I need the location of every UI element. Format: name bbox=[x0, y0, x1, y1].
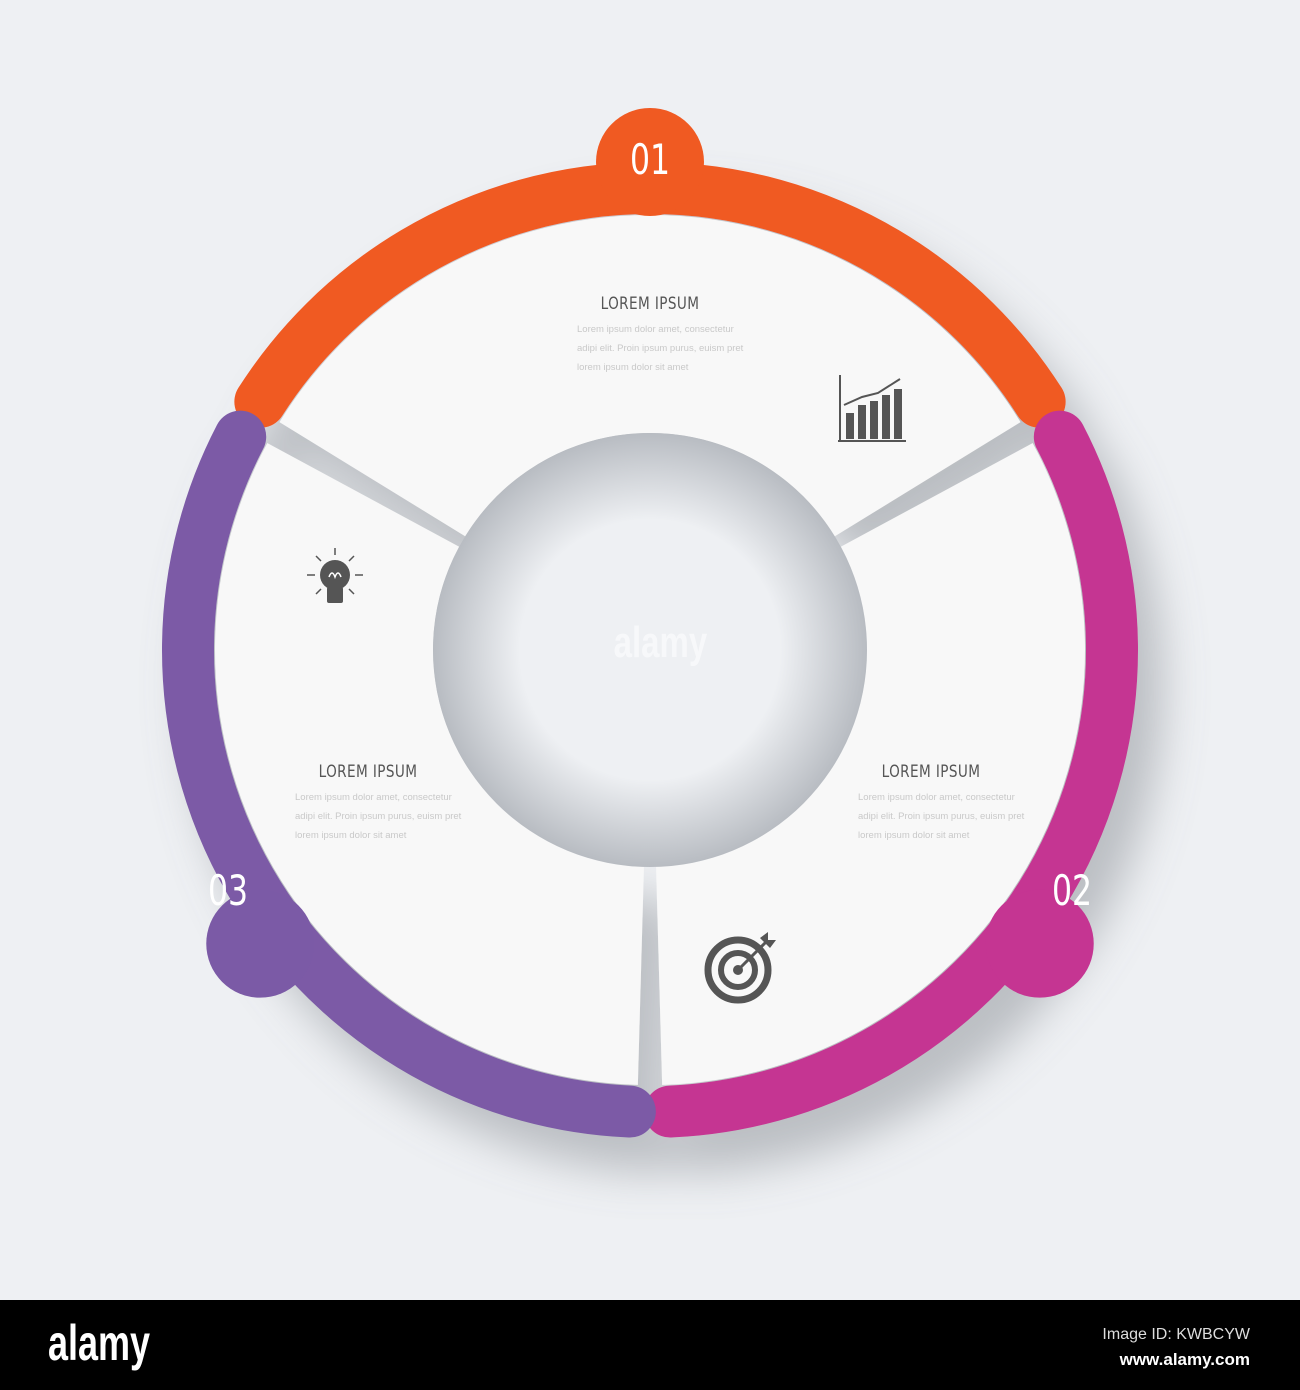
segment-02-number: 02 bbox=[1051, 866, 1093, 915]
segment-02-panel bbox=[654, 443, 1085, 1085]
segment-02-title: LOREM IPSUM bbox=[881, 762, 981, 782]
segment-03-body: Lorem ipsum dolor amet, consectetur adip… bbox=[295, 792, 462, 841]
segment-03-arc bbox=[162, 410, 656, 1138]
footer-logo: alamy bbox=[48, 1315, 151, 1371]
image-id: Image ID: KWBCYW bbox=[1102, 1326, 1250, 1343]
ring-diagram bbox=[162, 108, 1138, 1138]
segment-01-panel bbox=[279, 215, 1021, 538]
footer-bar: alamy Image ID: KWBCYW www.alamy.com bbox=[0, 1300, 1300, 1390]
segment-02-arc bbox=[644, 410, 1138, 1138]
segment-03-title: LOREM IPSUM bbox=[318, 762, 418, 782]
center-hole bbox=[433, 433, 867, 867]
target-icon bbox=[704, 932, 776, 1004]
segment-03-badge bbox=[206, 889, 315, 998]
segment-01-number: 01 bbox=[629, 135, 671, 184]
watermark: alamy bbox=[613, 618, 708, 667]
segment-03-number: 03 bbox=[207, 866, 249, 915]
bar-chart-icon bbox=[838, 375, 906, 442]
segment-02-badge bbox=[985, 889, 1094, 998]
footer-url: www.alamy.com bbox=[1119, 1350, 1250, 1369]
segment-01-badge bbox=[596, 108, 704, 216]
segment-02-body: Lorem ipsum dolor amet, consectetur adip… bbox=[858, 792, 1025, 841]
segment-01-title: LOREM IPSUM bbox=[600, 294, 700, 314]
lightbulb-icon bbox=[307, 548, 363, 603]
segment-01-body: Lorem ipsum dolor amet, consectetur adip… bbox=[577, 324, 744, 373]
